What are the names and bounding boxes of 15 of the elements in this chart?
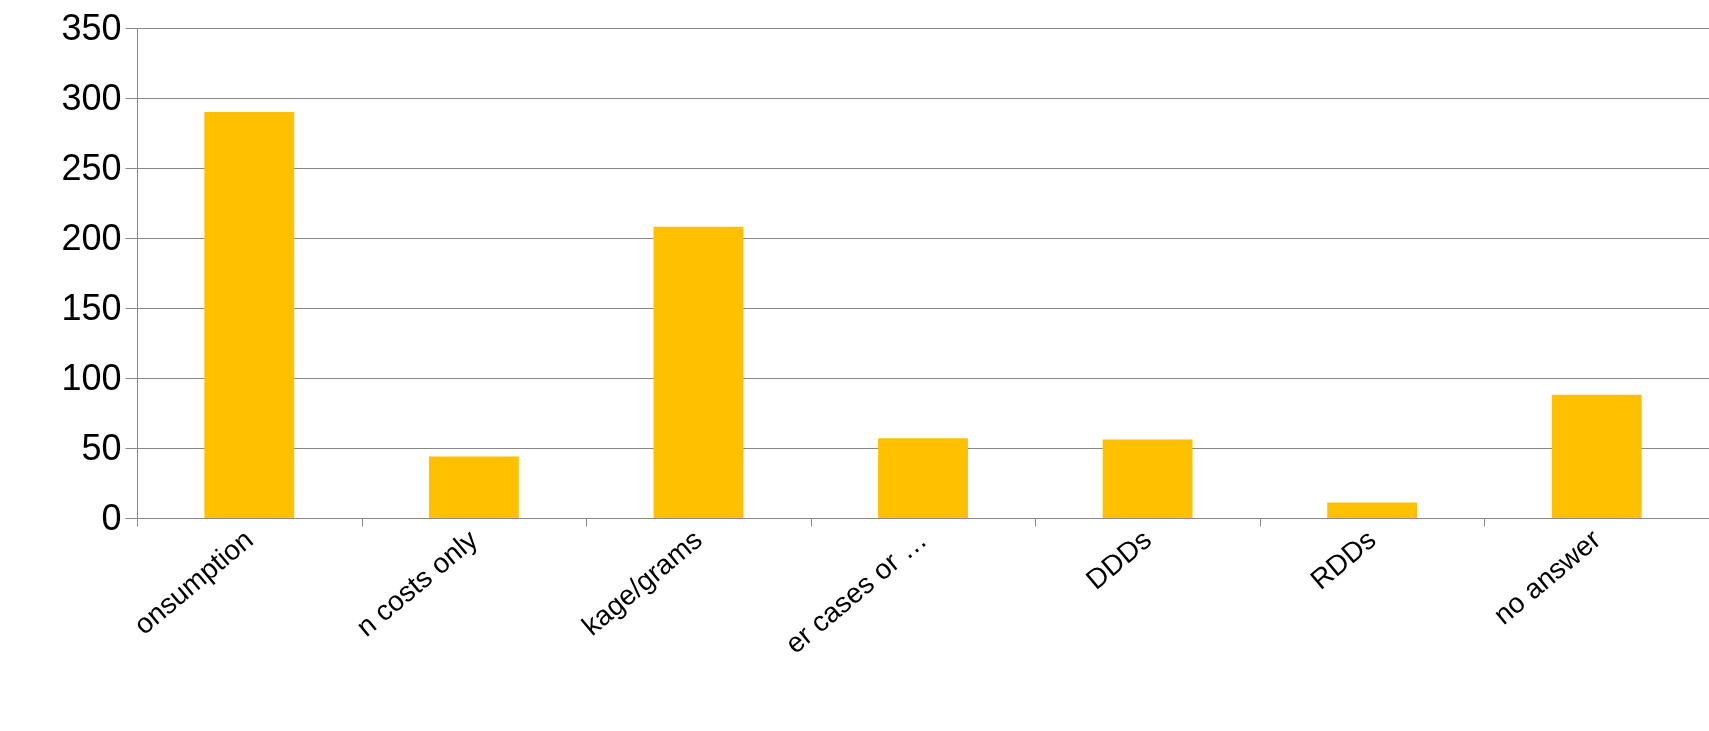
y-tick-label: 300 bbox=[61, 76, 122, 118]
bar bbox=[1551, 394, 1642, 518]
y-tick-label: 350 bbox=[61, 6, 122, 48]
bar bbox=[878, 438, 968, 518]
y-tick-label: 100 bbox=[61, 356, 122, 398]
y-tick-label: 250 bbox=[61, 146, 122, 188]
bar bbox=[1102, 439, 1193, 518]
y-tick-label: 150 bbox=[61, 286, 122, 328]
bar bbox=[428, 456, 519, 518]
bar bbox=[653, 226, 744, 518]
y-tick-label: 50 bbox=[81, 426, 122, 468]
bar bbox=[204, 112, 295, 518]
y-tick-label: 0 bbox=[101, 496, 122, 538]
bar bbox=[1327, 502, 1418, 518]
y-tick-label: 200 bbox=[61, 216, 122, 258]
